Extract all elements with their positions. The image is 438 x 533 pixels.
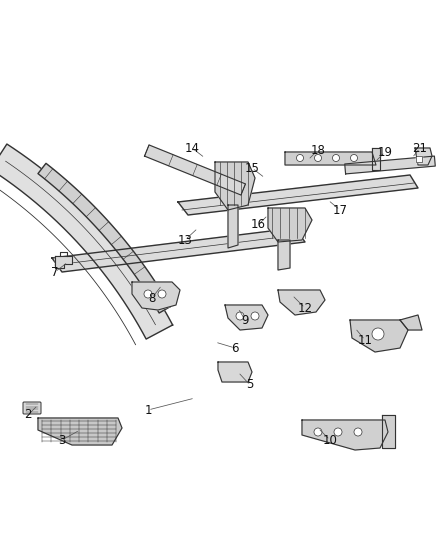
Circle shape xyxy=(314,155,321,161)
Text: 17: 17 xyxy=(332,204,347,216)
Text: 7: 7 xyxy=(51,265,59,279)
Polygon shape xyxy=(218,362,252,382)
Circle shape xyxy=(350,155,357,161)
Polygon shape xyxy=(0,144,173,339)
Circle shape xyxy=(354,428,362,436)
Polygon shape xyxy=(145,145,245,195)
Polygon shape xyxy=(132,282,180,310)
Polygon shape xyxy=(285,152,376,165)
Polygon shape xyxy=(38,163,170,313)
Text: 11: 11 xyxy=(357,334,372,346)
Text: 8: 8 xyxy=(148,292,155,304)
Polygon shape xyxy=(416,156,422,162)
Polygon shape xyxy=(345,156,435,174)
FancyBboxPatch shape xyxy=(23,402,41,414)
Polygon shape xyxy=(278,290,325,315)
Polygon shape xyxy=(55,256,72,268)
Polygon shape xyxy=(38,418,122,445)
Polygon shape xyxy=(268,208,312,242)
Text: 3: 3 xyxy=(58,433,66,447)
Text: 19: 19 xyxy=(378,146,392,158)
Circle shape xyxy=(297,155,304,161)
Polygon shape xyxy=(178,175,418,215)
Text: 18: 18 xyxy=(311,143,325,157)
Text: 1: 1 xyxy=(144,403,152,416)
Text: 14: 14 xyxy=(184,141,199,155)
Polygon shape xyxy=(350,320,408,352)
Text: 9: 9 xyxy=(241,313,249,327)
Text: 5: 5 xyxy=(246,378,254,392)
Circle shape xyxy=(251,312,259,320)
Polygon shape xyxy=(228,205,238,248)
Text: 13: 13 xyxy=(177,233,192,246)
Text: 2: 2 xyxy=(24,408,32,422)
Circle shape xyxy=(334,428,342,436)
Polygon shape xyxy=(302,420,388,450)
Text: 10: 10 xyxy=(322,433,337,447)
Text: 16: 16 xyxy=(251,219,265,231)
Polygon shape xyxy=(382,415,395,448)
Text: 21: 21 xyxy=(413,141,427,155)
Polygon shape xyxy=(400,315,422,330)
Circle shape xyxy=(332,155,339,161)
Text: 12: 12 xyxy=(297,302,312,314)
Polygon shape xyxy=(415,148,432,165)
Circle shape xyxy=(314,428,322,436)
Polygon shape xyxy=(52,228,305,272)
Circle shape xyxy=(372,328,384,340)
Circle shape xyxy=(144,290,152,298)
Circle shape xyxy=(236,312,244,320)
Polygon shape xyxy=(215,162,255,210)
Polygon shape xyxy=(372,148,380,170)
Polygon shape xyxy=(278,240,290,270)
Text: 6: 6 xyxy=(231,342,239,354)
Circle shape xyxy=(158,290,166,298)
Text: 15: 15 xyxy=(244,161,259,174)
Polygon shape xyxy=(225,305,268,330)
